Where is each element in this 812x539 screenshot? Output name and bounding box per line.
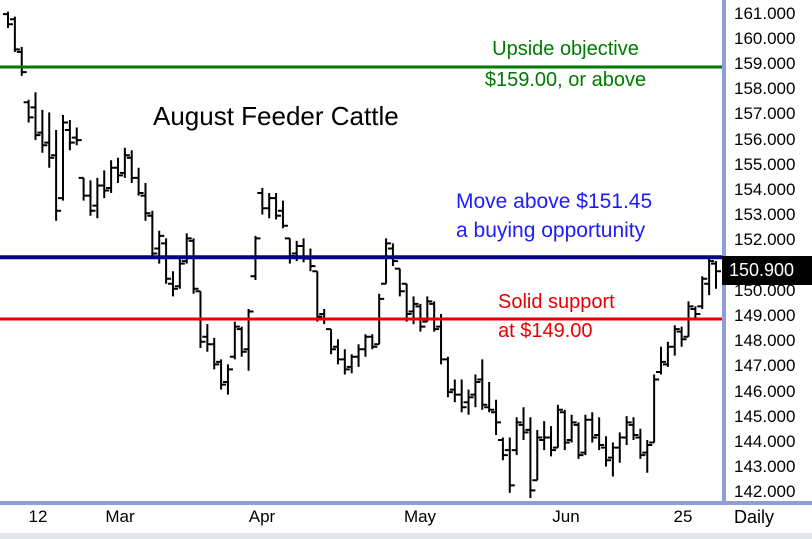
price-axis-label: 152.000: [734, 230, 796, 250]
price-axis-label: 154.000: [734, 180, 796, 200]
price-axis-label: 143.000: [734, 457, 796, 477]
chart-title: August Feeder Cattle: [153, 101, 399, 131]
price-axis-label: 156.000: [734, 129, 796, 149]
timeframe-label: Daily: [733, 507, 775, 527]
time-axis-label: 25: [673, 507, 693, 526]
axis-horizontal-border: [0, 501, 812, 505]
chart-plot-area[interactable]: August Feeder Cattle Upside objective $1…: [0, 0, 722, 503]
support-line2: at $149.00: [498, 320, 593, 342]
price-axis[interactable]: 161.000 160.000 159.000 158.000 157.000 156.0…: [726, 0, 812, 502]
time-axis-label: 12: [28, 507, 48, 526]
buy-signal-line1: Move above $151.45: [456, 190, 653, 213]
upside-objective-line2: $159.00, or above: [484, 69, 647, 91]
price-axis-label: 161.000: [734, 3, 796, 23]
price-axis-label: 147.000: [734, 356, 796, 376]
time-axis[interactable]: 12 Mar Apr May Jun 25 Daily: [0, 505, 812, 533]
price-axis-label: 146.000: [734, 381, 796, 401]
time-axis-label: Mar: [105, 507, 135, 526]
price-axis-label: 149.000: [734, 306, 796, 326]
price-axis-label: 153.000: [734, 205, 796, 225]
time-axis-label: Apr: [248, 507, 276, 526]
price-axis-label: 160.000: [734, 28, 796, 48]
price-axis-label: 148.000: [734, 331, 796, 351]
buy-signal-annotation: Move above $151.45 a buying opportunity: [456, 187, 652, 245]
price-axis-label: 159.000: [734, 54, 796, 74]
price-axis-label: 144.000: [734, 432, 796, 452]
support-line1: Solid support: [498, 291, 615, 313]
time-axis-label: May: [403, 507, 437, 526]
last-price-badge: 150.900: [722, 256, 812, 286]
buy-signal-line2: a buying opportunity: [456, 219, 646, 242]
price-bars-canvas: [0, 11, 722, 498]
upside-objective-line1: Upside objective: [492, 38, 639, 60]
price-axis-label: 142.000: [734, 482, 796, 502]
time-axis-label: Jun: [552, 507, 580, 526]
price-axis-label: 155.000: [734, 154, 796, 174]
price-axis-label: 158.000: [734, 79, 796, 99]
window-bottom-strip: [0, 533, 812, 539]
axis-vertical-border: [722, 0, 726, 505]
price-axis-label: 145.000: [734, 406, 796, 426]
price-axis-label: 157.000: [734, 104, 796, 124]
upside-objective-annotation: Upside objective $159.00, or above: [438, 34, 693, 96]
ohlc-bars: [3, 11, 721, 498]
price-axis-label: 150.000: [734, 280, 796, 300]
support-annotation: Solid support at $149.00: [498, 288, 615, 346]
